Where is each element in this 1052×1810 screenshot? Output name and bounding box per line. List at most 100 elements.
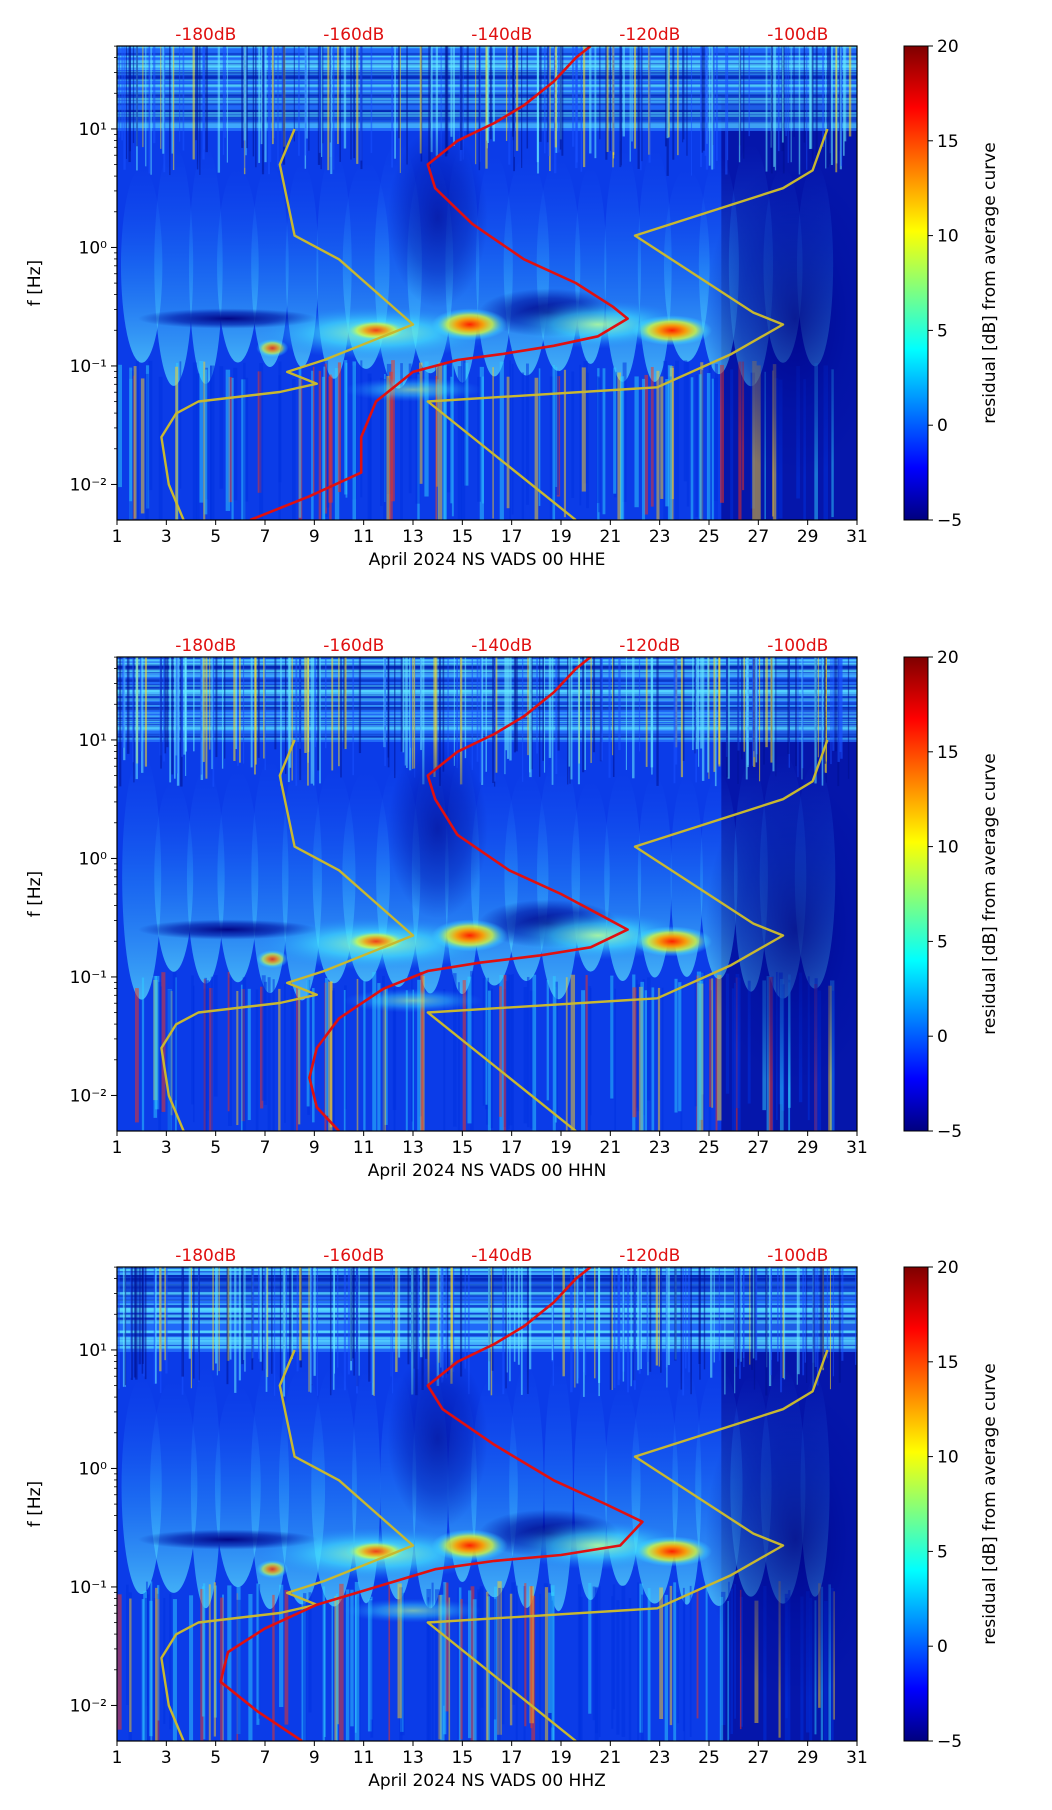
nhnm-curve bbox=[426, 1349, 829, 1741]
colorbar-tick-label: 0 bbox=[937, 1027, 948, 1047]
y-tick-label: 10¹ bbox=[79, 731, 107, 751]
top-db-label: -160dB bbox=[323, 1246, 384, 1266]
x-tick-label: 25 bbox=[698, 527, 720, 547]
average-psd-curve bbox=[219, 1267, 644, 1741]
x-tick-label: 29 bbox=[797, 1748, 819, 1768]
x-tick-label: 17 bbox=[501, 1138, 523, 1158]
top-db-label: -140dB bbox=[471, 25, 532, 45]
top-db-label: -120dB bbox=[619, 636, 680, 656]
colorbar-tick-label: 20 bbox=[937, 37, 959, 57]
x-tick-label: 27 bbox=[748, 1138, 770, 1158]
top-db-label: -180dB bbox=[175, 25, 236, 45]
x-tick-label: 1 bbox=[112, 1138, 123, 1158]
x-tick-label: 19 bbox=[550, 1138, 572, 1158]
colorbar-label: residual [dB] from average curve bbox=[980, 1363, 1000, 1644]
x-tick-label: 29 bbox=[797, 527, 819, 547]
y-tick-label: 10⁻¹ bbox=[70, 1578, 107, 1598]
top-db-label: -120dB bbox=[619, 25, 680, 45]
colorbar: 20 15 10 5 0 −5 residual [dB] from average cur… bbox=[903, 1258, 1000, 1752]
colorbar-tick-label: 20 bbox=[937, 648, 959, 668]
y-tick-label: 10⁻² bbox=[70, 475, 107, 495]
x-tick-label: 19 bbox=[550, 1748, 572, 1768]
colorbar-tick-label: 20 bbox=[937, 1258, 959, 1278]
nlnm-curve bbox=[160, 1349, 415, 1741]
x-tick-label: 3 bbox=[161, 1748, 172, 1768]
spectrogram-image bbox=[117, 1267, 857, 1741]
colorbar-gradient bbox=[903, 656, 929, 1132]
x-tick-label: 11 bbox=[353, 1748, 375, 1768]
top-db-label: -160dB bbox=[323, 25, 384, 45]
colorbar-tick-label: −5 bbox=[937, 1122, 962, 1142]
y-tick-label: 10⁻¹ bbox=[70, 968, 107, 988]
colorbar: 20 15 10 5 0 −5 residual [dB] from average cur… bbox=[903, 648, 1000, 1142]
spectrogram-image bbox=[117, 657, 857, 1131]
y-axis-label: f [Hz] bbox=[25, 1481, 45, 1527]
x-tick-label: 11 bbox=[353, 1138, 375, 1158]
top-db-label: -140dB bbox=[471, 1246, 532, 1266]
top-db-label: -100dB bbox=[767, 1246, 828, 1266]
spectrogram-panel-3: 1 3 5 7 9 11 13 15 17 19 21 23 25 27 29 3110⁻²10⁻¹10⁰10… bbox=[25, 1246, 1000, 1791]
x-tick-label: 29 bbox=[797, 1138, 819, 1158]
x-tick-label: 11 bbox=[353, 527, 375, 547]
x-tick-label: 9 bbox=[309, 527, 320, 547]
x-axis-label: April 2024 NS VADS 00 HHE bbox=[369, 550, 606, 570]
y-axis-label: f [Hz] bbox=[25, 871, 45, 917]
y-tick-label: 10⁻² bbox=[70, 1086, 107, 1106]
x-tick-label: 1 bbox=[112, 527, 123, 547]
colorbar-label: residual [dB] from average curve bbox=[980, 142, 1000, 423]
colorbar-label: residual [dB] from average curve bbox=[980, 753, 1000, 1034]
x-tick-label: 9 bbox=[309, 1748, 320, 1768]
nlnm-curve bbox=[160, 128, 415, 520]
top-db-label: -180dB bbox=[175, 636, 236, 656]
colorbar-tick-label: 15 bbox=[937, 132, 959, 152]
colorbar-gradient bbox=[903, 45, 929, 521]
colorbar-tick-label: 10 bbox=[937, 1448, 959, 1468]
spectrogram-panel-2: 1 3 5 7 9 11 13 15 17 19 21 23 25 27 29 3110⁻²10⁻¹10⁰10… bbox=[25, 636, 1000, 1181]
nhnm-curve bbox=[426, 739, 829, 1131]
top-db-label: -100dB bbox=[767, 636, 828, 656]
average-psd-curve bbox=[308, 657, 629, 1131]
x-tick-label: 31 bbox=[846, 527, 868, 547]
colorbar-tick-label: 0 bbox=[937, 416, 948, 436]
x-tick-label: 13 bbox=[402, 527, 424, 547]
top-db-label: -140dB bbox=[471, 636, 532, 656]
x-tick-label: 1 bbox=[112, 1748, 123, 1768]
y-axis-label: f [Hz] bbox=[25, 260, 45, 306]
y-tick-label: 10⁰ bbox=[79, 849, 108, 869]
y-tick-label: 10¹ bbox=[79, 120, 107, 140]
x-tick-label: 21 bbox=[600, 1138, 622, 1158]
x-tick-label: 5 bbox=[210, 527, 221, 547]
x-tick-label: 5 bbox=[210, 1138, 221, 1158]
x-axis-label: April 2024 NS VADS 00 HHN bbox=[368, 1161, 607, 1181]
y-tick-label: 10⁰ bbox=[79, 238, 108, 258]
x-tick-label: 23 bbox=[649, 1748, 671, 1768]
x-tick-label: 7 bbox=[260, 1138, 271, 1158]
colorbar-tick-label: 10 bbox=[937, 838, 959, 858]
x-axis-label: April 2024 NS VADS 00 HHZ bbox=[368, 1771, 606, 1791]
x-tick-label: 23 bbox=[649, 1138, 671, 1158]
x-tick-label: 17 bbox=[501, 527, 523, 547]
colorbar-tick-label: 15 bbox=[937, 1353, 959, 1373]
top-db-label: -180dB bbox=[175, 1246, 236, 1266]
spectrogram-image bbox=[117, 46, 857, 520]
colorbar-tick-label: 5 bbox=[937, 1542, 948, 1562]
x-tick-label: 31 bbox=[846, 1748, 868, 1768]
colorbar-tick-label: 5 bbox=[937, 321, 948, 341]
x-tick-label: 27 bbox=[748, 1748, 770, 1768]
x-tick-label: 27 bbox=[748, 527, 770, 547]
x-tick-label: 5 bbox=[210, 1748, 221, 1768]
x-tick-label: 15 bbox=[452, 1748, 474, 1768]
colorbar-tick-label: 15 bbox=[937, 743, 959, 763]
x-tick-label: 25 bbox=[698, 1748, 720, 1768]
y-tick-label: 10¹ bbox=[79, 1341, 107, 1361]
x-tick-label: 21 bbox=[600, 1748, 622, 1768]
y-tick-label: 10⁻¹ bbox=[70, 357, 107, 377]
x-tick-label: 31 bbox=[846, 1138, 868, 1158]
top-db-label: -100dB bbox=[767, 25, 828, 45]
x-tick-label: 3 bbox=[161, 1138, 172, 1158]
x-tick-label: 3 bbox=[161, 527, 172, 547]
colorbar-tick-label: 5 bbox=[937, 932, 948, 952]
x-tick-label: 23 bbox=[649, 527, 671, 547]
x-tick-label: 21 bbox=[600, 527, 622, 547]
